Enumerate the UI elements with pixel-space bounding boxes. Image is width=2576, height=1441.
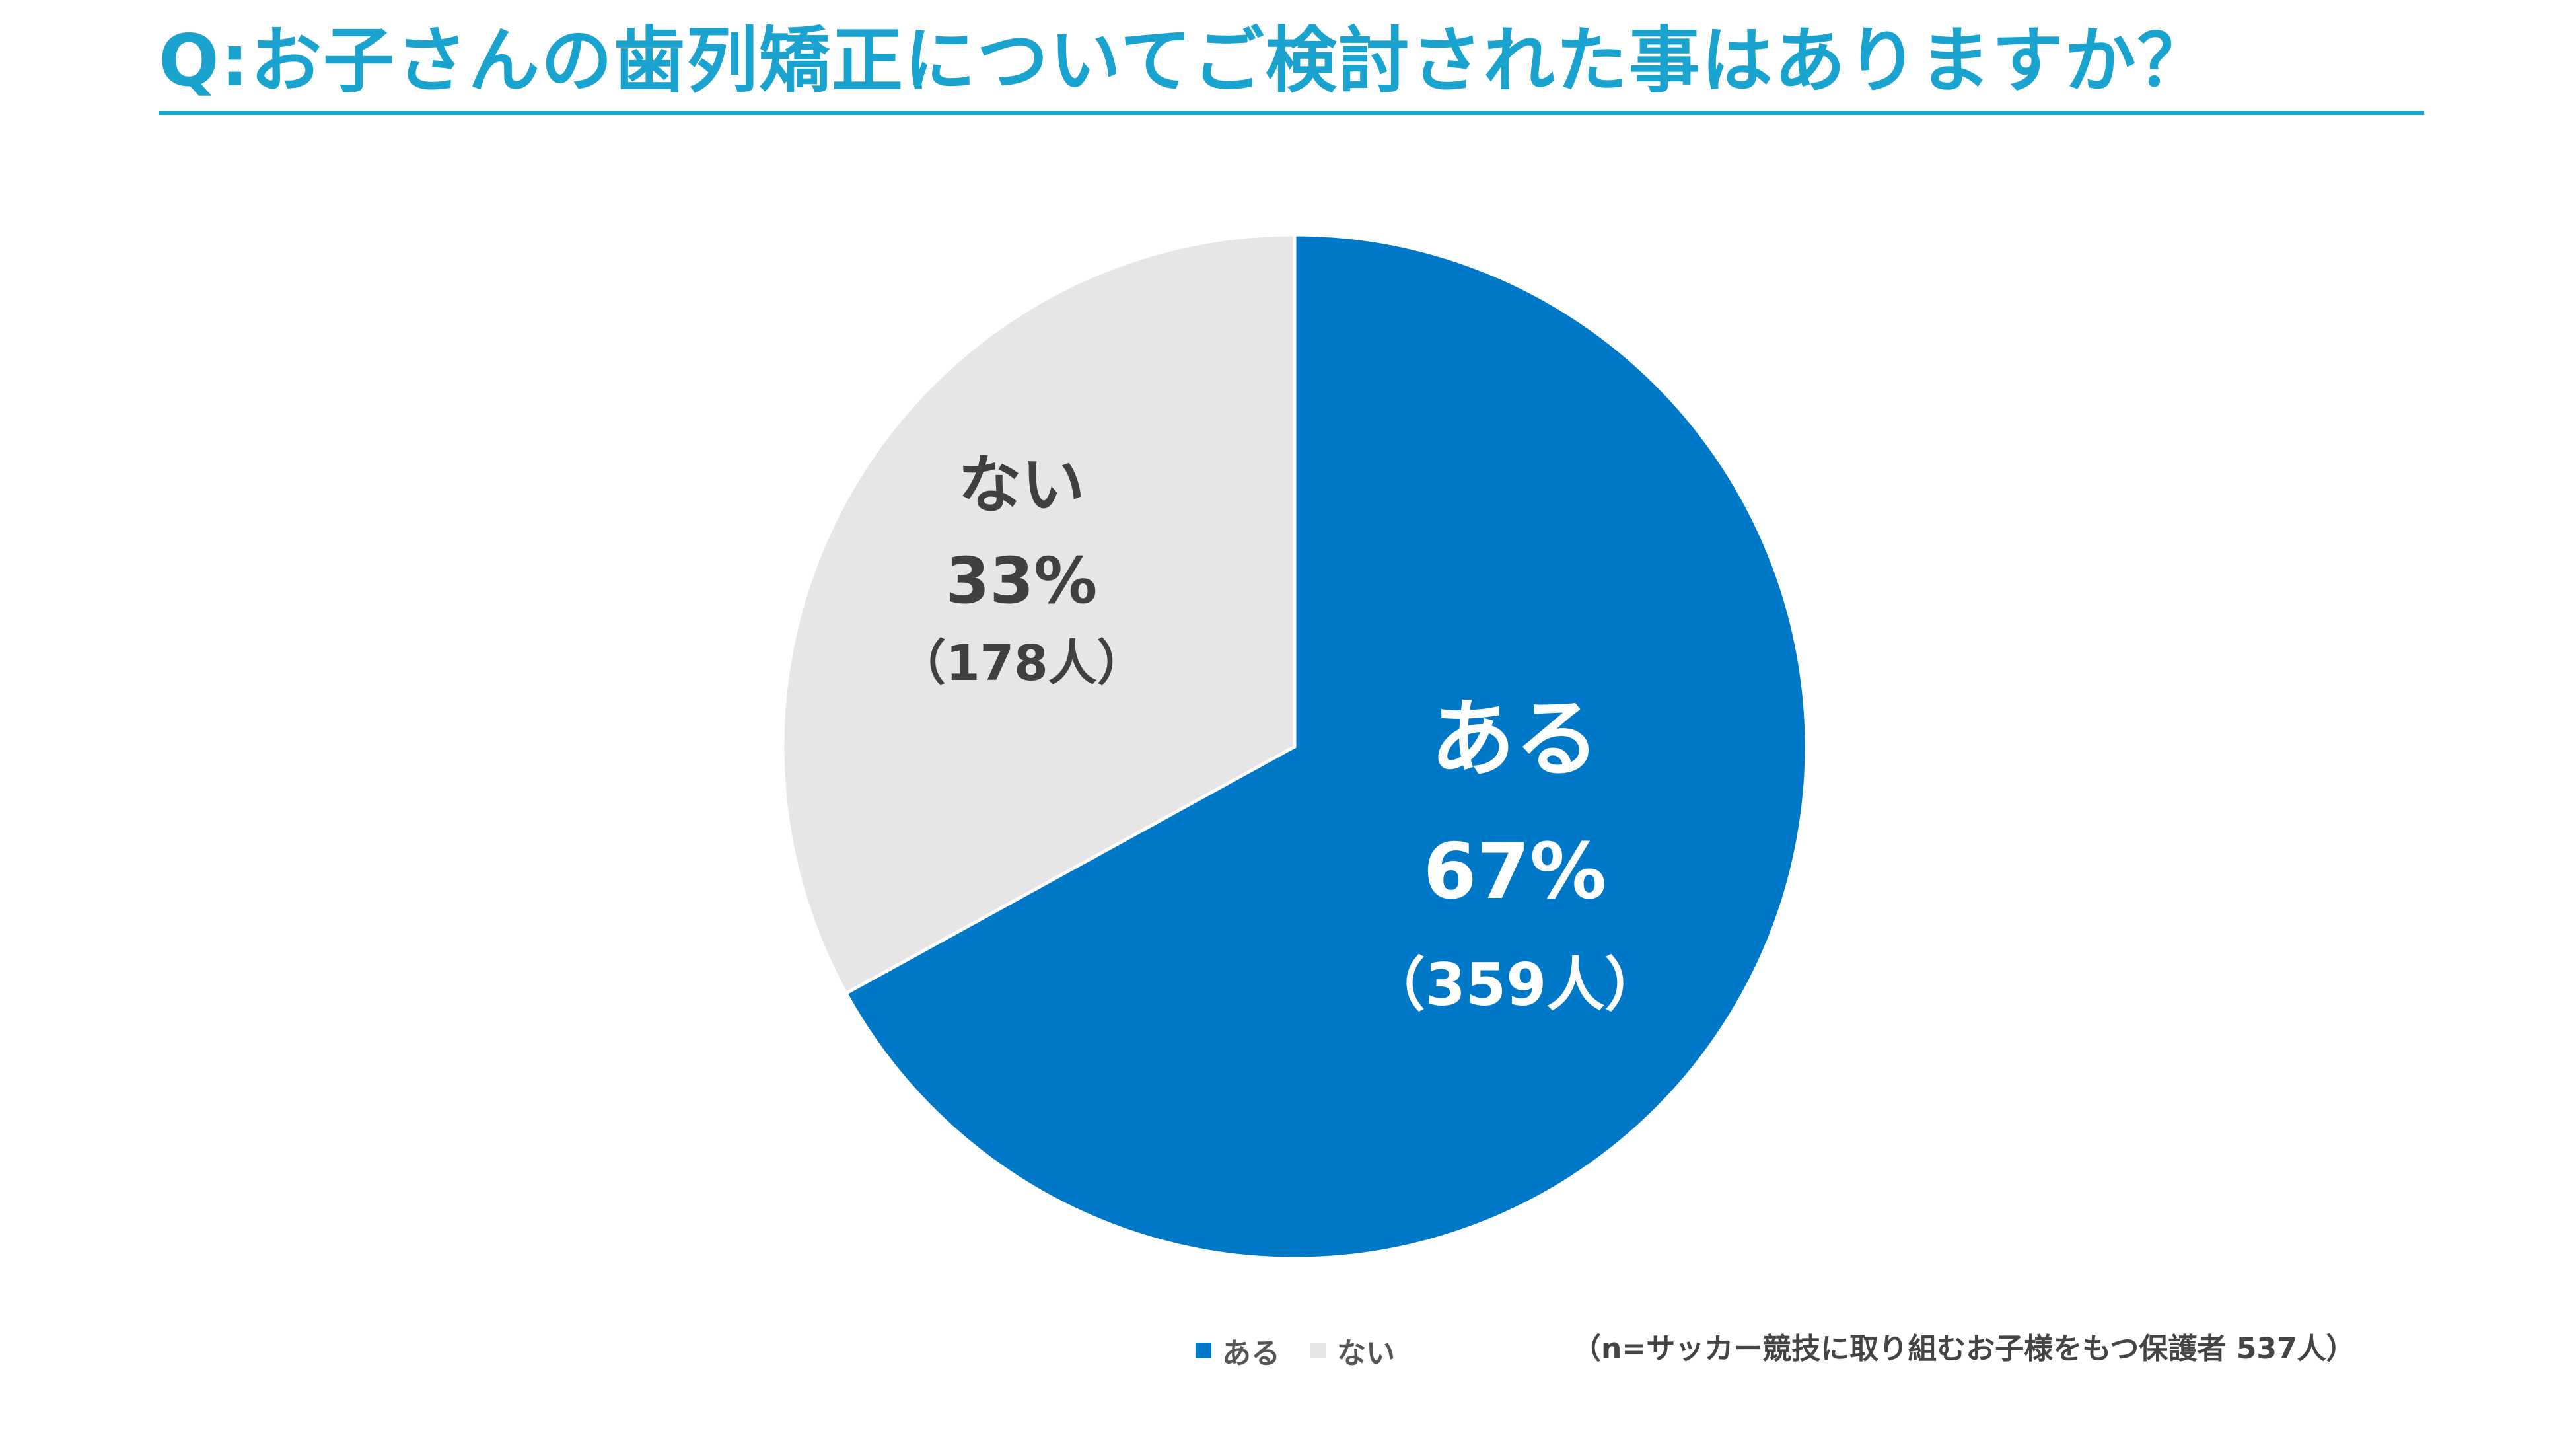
chart-title: Q:お子さんの歯列矯正についてご検討された事はありますか？ — [159, 20, 2210, 102]
slice-label-name-nai: ない — [958, 448, 1085, 522]
slice-label-count-nai: （178人） — [897, 635, 1145, 692]
pie-slices — [781, 233, 1808, 1261]
slice-label-percent-nai: 33% — [946, 544, 1098, 618]
pie-labels: ある 67% （359人） ない 33% （178人） — [897, 448, 1663, 1019]
legend-item-aru: ある — [1196, 1329, 1280, 1372]
title-underline — [159, 111, 2424, 115]
slice-label-count-aru: （359人） — [1367, 951, 1663, 1019]
chart-legend: ある ない — [1196, 1329, 1425, 1372]
legend-swatch-nai — [1310, 1343, 1326, 1358]
legend-swatch-aru — [1196, 1343, 1211, 1358]
legend-label-nai: ない — [1337, 1337, 1395, 1370]
pie-slice-nai — [781, 233, 1297, 996]
slice-label-percent-aru: 67% — [1423, 827, 1607, 916]
pie-slice-aru — [843, 233, 1808, 1261]
legend-item-nai: ない — [1310, 1329, 1395, 1372]
slice-label-name-aru: ある — [1431, 690, 1600, 788]
sample-size-note: （n=サッカー競技に取り組むお子様をもつ保護者 537人） — [1572, 1332, 2355, 1366]
legend-label-aru: ある — [1222, 1337, 1280, 1370]
